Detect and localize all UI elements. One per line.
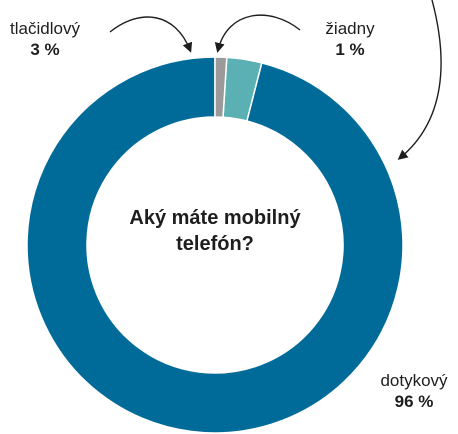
slice-value-ziadny: 1 % (335, 40, 365, 59)
slice-ziadny (214, 56, 228, 119)
arrow-ziadny (214, 14, 301, 53)
slice-dotykovy (26, 56, 404, 434)
chart-title: Aký máte mobilný telefón? (129, 207, 301, 255)
slice-name-tlacidlovy: tlačidlový (10, 19, 80, 38)
slice-value-tlacidlovy: 3 % (30, 40, 60, 59)
slice-label-ziadny: žiadny 1 % (305, 18, 395, 60)
slice-label-dotykovy: dotykový 96 % (370, 370, 458, 412)
slice-label-tlacidlovy: tlačidlový 3 % (0, 18, 90, 60)
slice-name-ziadny: žiadny (325, 19, 375, 38)
arrow-dotykovy (397, 0, 442, 160)
slice-name-dotykovy: dotykový (380, 371, 448, 390)
slice-value-dotykovy: 96 % (394, 392, 434, 411)
arrow-tlacidlovy (109, 16, 193, 53)
